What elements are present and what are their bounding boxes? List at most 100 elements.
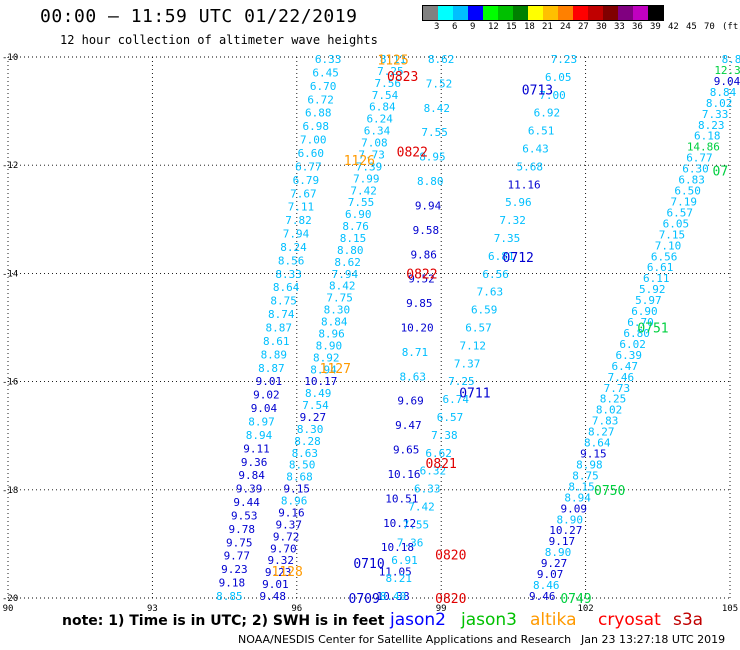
map-title: 00:00 – 11:59 UTC 01/22/2019 [40, 6, 358, 27]
wave-height-value: 6.57 [437, 411, 464, 424]
wave-height-value: 9.01 [256, 375, 283, 388]
satellite-legend: note: 1) Time is in UTC; 2) SWH is in fe… [0, 610, 740, 632]
wave-height-value: 8.62 [334, 256, 361, 269]
scale-swatch [498, 6, 513, 20]
wave-height-value: 8.75 [270, 295, 297, 308]
wave-height-value: 10.51 [385, 492, 418, 505]
wave-height-value: 9.84 [238, 469, 265, 482]
wave-height-value: 9.47 [395, 419, 422, 432]
wave-height-value: 6.74 [442, 393, 469, 406]
wave-height-value: 9.32 [268, 554, 295, 567]
orbit-label: 0751 [637, 322, 668, 337]
wave-height-value: 8.56 [278, 254, 305, 267]
map-grid [7, 56, 731, 599]
wave-height-value: 6.60 [298, 147, 325, 160]
lat-label: -14 [2, 269, 18, 279]
wave-height-value: 9.48 [259, 590, 286, 603]
wave-height-value: 8.50 [289, 459, 316, 472]
wave-height-value: 8.94 [246, 429, 273, 442]
lon-label: 99 [436, 604, 447, 614]
color-scale-bar [422, 5, 664, 21]
wave-height-value: 8.96 [281, 495, 308, 508]
orbit-labels: 1125 1126 1127 1128 0823 0822 0822 0821 0820 0820… [272, 54, 729, 607]
credit-text: NOAA/NESDIS Center for Satellite Applica… [238, 633, 572, 646]
orbit-label: 0821 [426, 457, 457, 472]
wave-height-value: 7.42 [408, 501, 435, 514]
scale-swatch [423, 6, 438, 20]
wave-height-value: 8.64 [584, 437, 611, 450]
wave-height-value: 9.04 [714, 75, 740, 88]
wave-height-value: 9.15 [580, 448, 607, 461]
orbit-label: 0710 [353, 557, 384, 572]
wave-height-value: 8.85 [216, 590, 243, 603]
wave-height-value: 9.02 [253, 389, 280, 402]
orbit-label: 1128 [272, 565, 303, 580]
wave-height-value: 8.84 [710, 86, 737, 99]
lat-label: -20 [2, 594, 18, 604]
map-subtitle: 12 hour collection of altimeter wave hei… [60, 33, 378, 47]
wave-height-value: 7.35 [494, 232, 521, 245]
lat-label: -16 [2, 378, 18, 388]
scale-label: 6 [452, 22, 458, 32]
scale-swatch [558, 6, 573, 20]
wave-height-value: 8.95 [419, 151, 446, 164]
orbit-label: 0749 [560, 592, 591, 607]
wave-height-value: 7.25 [448, 375, 475, 388]
wave-height-value: 7.32 [499, 214, 526, 227]
wave-height-value: 7.75 [326, 292, 353, 305]
wave-height-value: 8.02 [706, 97, 733, 110]
scale-label: 21 [542, 22, 553, 32]
wave-height-value: 6.79 [293, 174, 320, 187]
wave-height-value: 7.00 [300, 134, 327, 147]
wave-height-value: 6.90 [345, 208, 372, 221]
scale-swatch [633, 6, 648, 20]
wave-height-value: 7.10 [655, 239, 682, 252]
footer-note: note: 1) Time is in UTC; 2) SWH is in fe… [62, 613, 385, 629]
wave-height-value: 6.56 [651, 250, 678, 263]
wave-height-value: 8.02 [596, 404, 623, 417]
wave-height-value: 10.12 [383, 517, 416, 530]
wave-height-value: 7.15 [659, 228, 686, 241]
wave-height-value: 8.49 [305, 387, 332, 400]
scale-swatch [603, 6, 618, 20]
wave-height-value: 9.75 [226, 536, 253, 549]
wave-height-value: 6.39 [615, 349, 642, 362]
wave-height-value: 6.43 [522, 143, 549, 156]
wave-height-value: 8.97 [248, 415, 275, 428]
scale-swatch [438, 6, 453, 20]
wave-height-value: 8.75 [572, 469, 599, 482]
wave-height-value: 8.40 [380, 590, 407, 603]
scale-label: 24 [560, 22, 571, 32]
wave-height-value: 9.86 [410, 248, 437, 261]
wave-height-value: 6.92 [534, 107, 561, 120]
wave-height-value: 6.70 [310, 80, 337, 93]
wave-height-value: 9.77 [224, 550, 251, 563]
wave-height-value: 8.80 [337, 244, 364, 257]
wave-height-value: 11.05 [379, 566, 412, 579]
wave-height-value: 6.88 [305, 107, 332, 120]
wave-height-value: 9.11 [243, 442, 270, 455]
wave-height-value: 8.25 [600, 393, 627, 406]
wave-height-value: 9.23 [221, 563, 248, 576]
wave-height-value: 9.94 [415, 199, 442, 212]
wave-height-value: 7.46 [608, 371, 635, 384]
wave-height-value: 7.19 [670, 195, 697, 208]
satellite-jason2: jason2 [390, 610, 446, 630]
wave-height-value: 7.00 [539, 89, 566, 102]
wave-height-value: 6.77 [686, 152, 713, 165]
wave-height-value: 10.27 [549, 524, 582, 537]
wave-height-value: 7.08 [361, 137, 388, 150]
scale-label: 12 [488, 22, 499, 32]
wave-height-value: 9.78 [228, 523, 255, 536]
scale-swatch [573, 6, 588, 20]
orbit-label: 0822 [406, 267, 437, 282]
lon-label: 102 [577, 604, 593, 614]
wave-height-value: 6.77 [295, 160, 322, 173]
wave-height-value: 8.71 [402, 346, 429, 359]
wave-height-value: 7.82 [285, 214, 312, 227]
wave-height-value: 7.33 [702, 108, 729, 121]
wave-height-value: 10.20 [401, 322, 434, 335]
wave-height-value: 9.72 [273, 530, 300, 543]
